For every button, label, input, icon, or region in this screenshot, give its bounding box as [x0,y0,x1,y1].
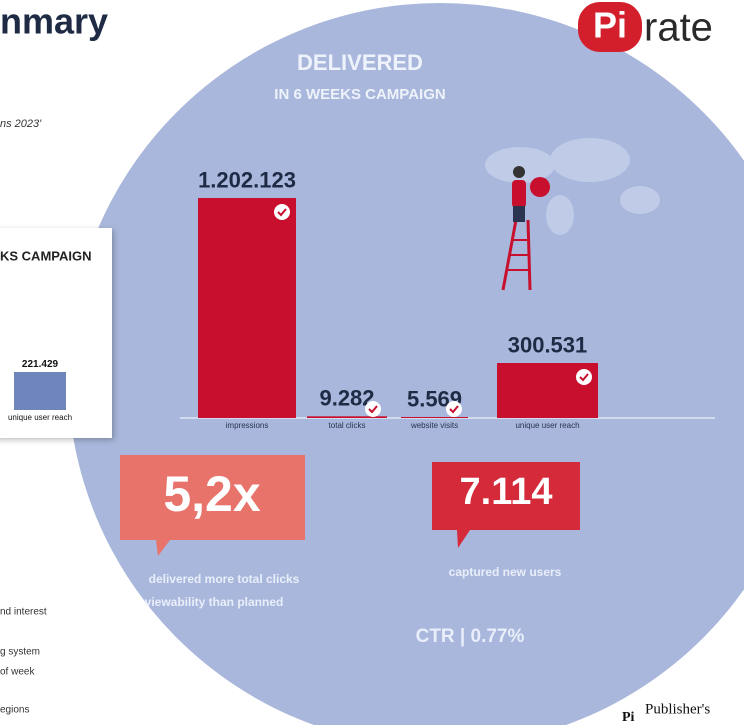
side-note: of week [0,667,35,678]
callout-caption: delivered more total clicks [149,572,300,586]
value-label: 9.282 [319,386,374,411]
footer-mark: Pi [622,710,635,725]
callout-value: 5,2x [163,466,261,522]
side-note: g system [0,647,40,658]
value-label: 221.429 [22,359,59,370]
ctr: CTR | 0.77% [416,626,525,647]
check-icon [449,405,459,414]
logo-text: rate [644,6,713,50]
category-label: unique user reach [8,413,72,422]
footer-text: Publisher's [645,701,710,717]
bar [198,198,296,418]
side-note: egions [0,705,29,716]
chart-subtitle: IN 6 WEEKS CAMPAIGN [274,86,445,103]
check-icon [576,368,592,385]
category-label: website visits [410,421,458,430]
value-label: 300.531 [508,332,588,357]
page-title: nmary [0,1,108,42]
check-icon [274,204,290,220]
category-label: impressions [226,421,269,430]
check-icon [365,401,381,417]
callout-caption: captured new users [449,565,562,579]
bar [401,416,468,418]
category-label: total clicks [329,421,366,430]
subtitle: ns 2023' [0,118,42,130]
check-icon [446,401,462,417]
chart-title: DELIVERED [297,50,423,75]
logo-mark: Pi [593,5,627,46]
callout-box [120,455,305,556]
ladder-illustration [501,166,550,291]
check-icon [277,208,287,217]
value-label: 1.202.123 [198,167,296,192]
callout-box [432,462,580,548]
world-map [485,138,660,235]
side-note: nd interest [0,607,47,618]
bar [14,372,66,410]
callout-value: 7.114 [460,471,553,513]
logo-badge [578,2,642,52]
callout-caption: viewability than planned [145,595,284,609]
side-chart-title: KS CAMPAIGN [0,248,91,263]
check-icon [368,405,378,414]
check-icon [579,373,589,382]
background-circle [68,3,744,725]
category-label: unique user reach [515,421,579,430]
bar [307,416,387,418]
